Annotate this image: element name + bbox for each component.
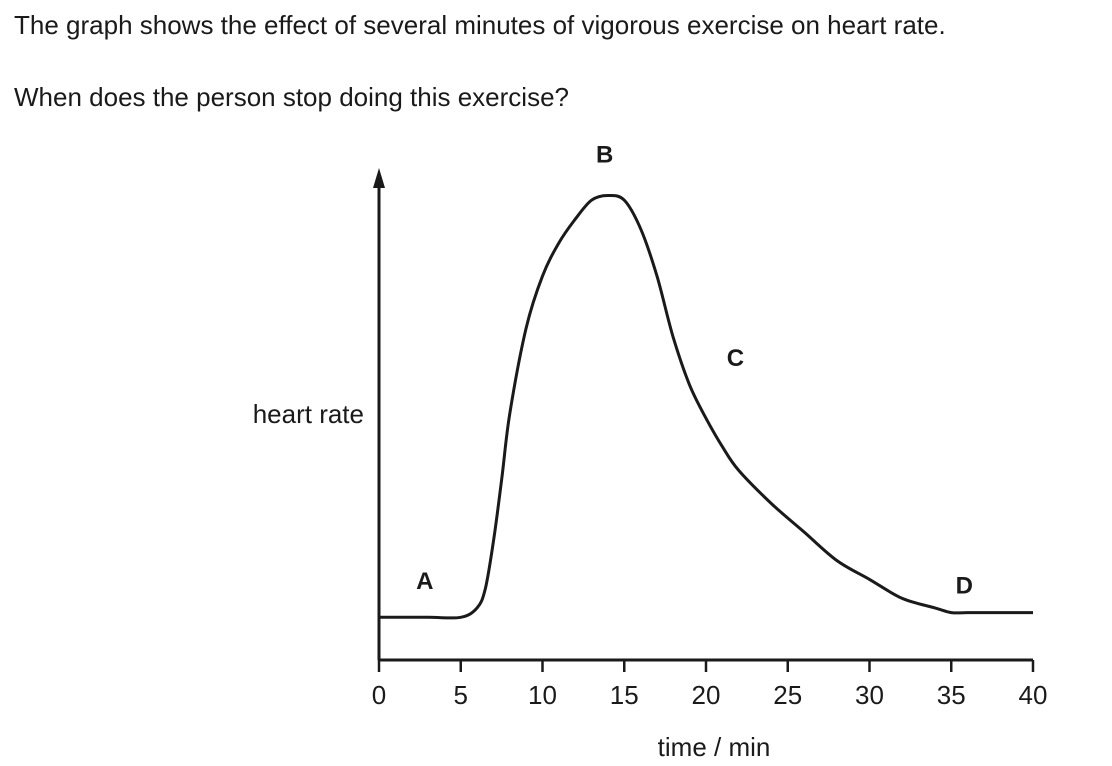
y-axis-arrowhead <box>373 168 385 188</box>
x-tick-label: 10 <box>528 680 557 710</box>
x-tick-label: 25 <box>773 680 802 710</box>
x-tick-label: 30 <box>855 680 884 710</box>
point-label-c: C <box>727 345 744 372</box>
question-text-line-1: The graph shows the effect of several mi… <box>14 10 946 40</box>
y-axis-label: heart rate <box>253 399 364 429</box>
x-tick-label: 35 <box>937 680 966 710</box>
point-label-d: D <box>956 573 973 600</box>
x-tick-label: 40 <box>1019 680 1048 710</box>
x-tick-label: 20 <box>692 680 721 710</box>
point-label-b: B <box>596 141 613 168</box>
x-axis-label: time / min <box>658 732 771 762</box>
x-axis-ticks: 0 5 10 15 20 25 30 35 40 <box>372 660 1048 710</box>
heart-rate-curve <box>379 193 1033 620</box>
x-tick-label: 5 <box>454 680 468 710</box>
point-label-a: A <box>416 568 433 595</box>
chart-annotations: A B C D <box>416 141 973 599</box>
x-tick-label: 15 <box>610 680 639 710</box>
x-tick-label: 0 <box>372 680 386 710</box>
chart-series <box>379 193 1033 620</box>
question-text-line-2: When does the person stop doing this exe… <box>14 82 570 112</box>
